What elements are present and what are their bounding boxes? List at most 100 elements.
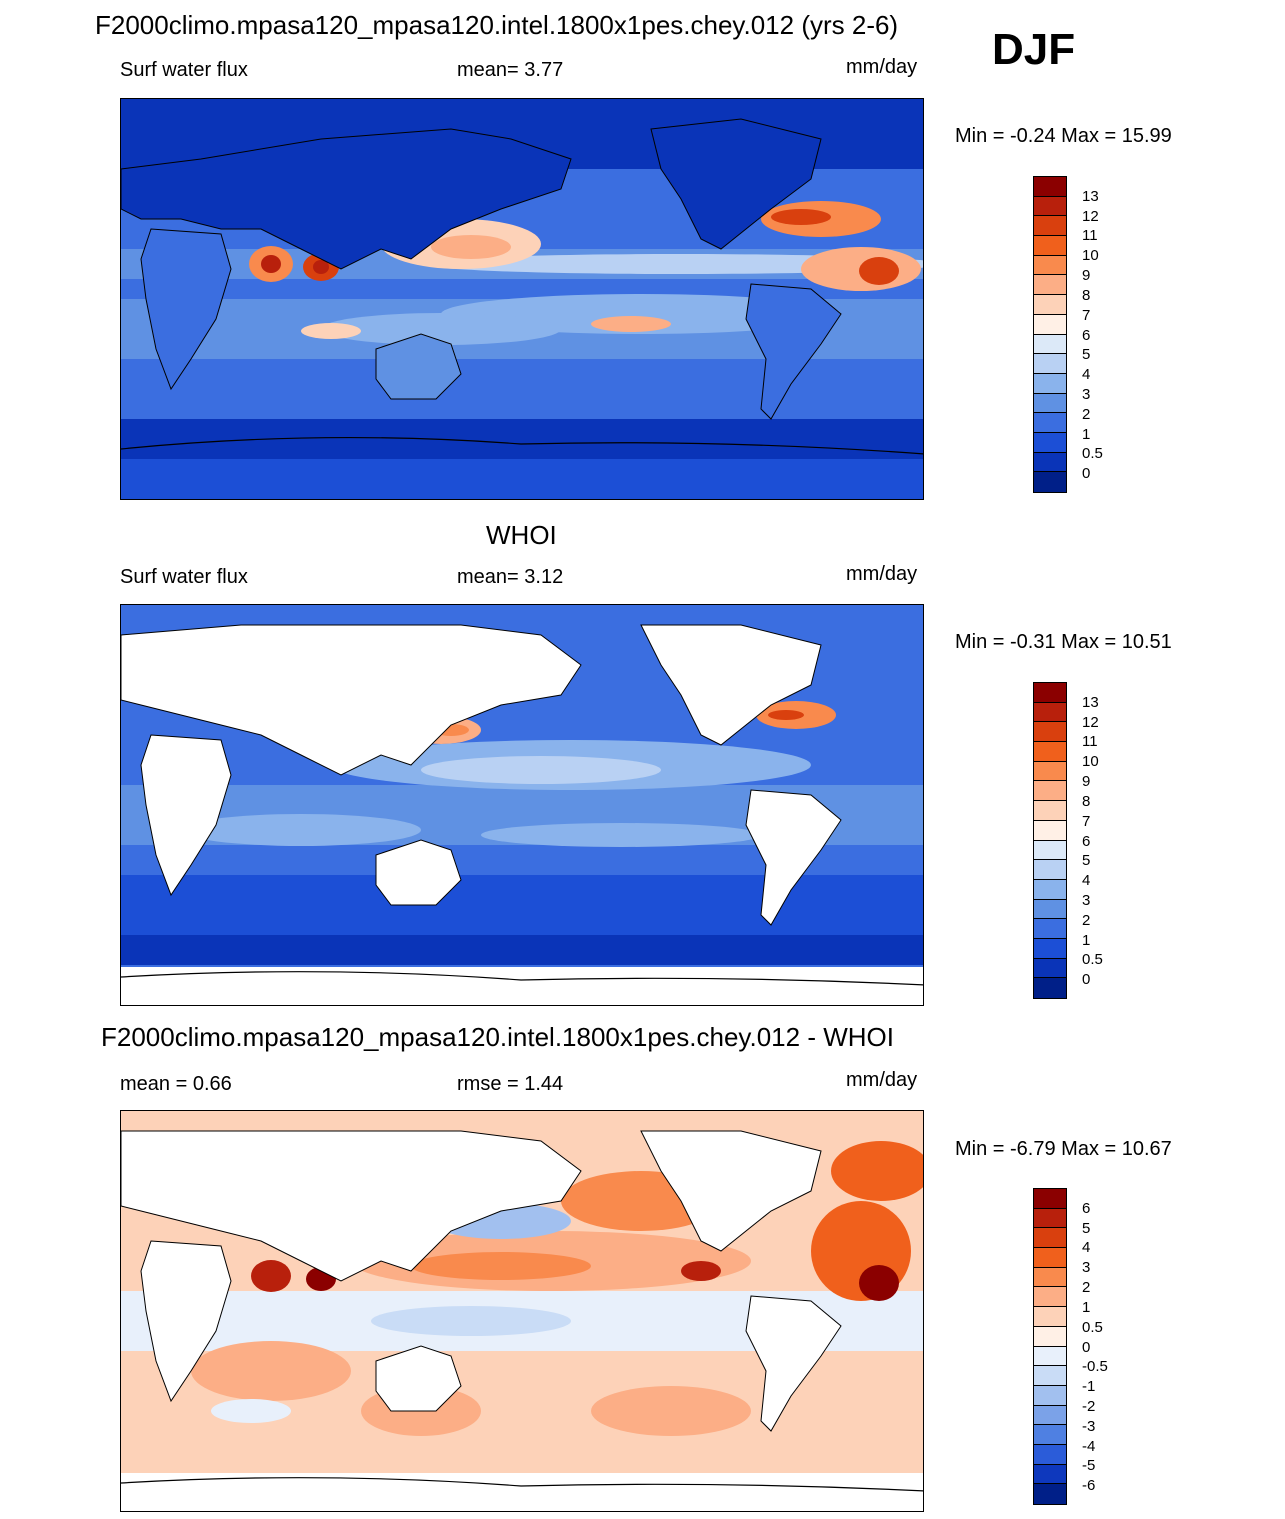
colorbar-swatch — [1034, 1484, 1066, 1504]
panel-mean-label: mean = 0.66 — [120, 1073, 232, 1095]
colorbar-tick-label: 4 — [1082, 872, 1091, 890]
colorbar-tick-label: -3 — [1082, 1417, 1096, 1435]
colorbar-tick-label: 1 — [1082, 931, 1091, 949]
colorbar-swatch — [1034, 1248, 1066, 1268]
colorbar-swatch — [1034, 373, 1066, 394]
panel-mean-label: mean= 3.77 — [457, 59, 564, 81]
colorbar-tick-label: 10 — [1082, 247, 1099, 265]
colorbar-tick-label: 0.5 — [1082, 951, 1103, 969]
colorbar-swatch — [1034, 1444, 1066, 1465]
colorbar-swatch — [1034, 1366, 1066, 1386]
colorbar-swatch — [1034, 1208, 1066, 1229]
colorbar-swatch — [1034, 432, 1066, 453]
colorbar-swatch — [1034, 722, 1066, 743]
colorbar-swatch — [1034, 683, 1066, 703]
colorbar-tick-label: 8 — [1082, 286, 1091, 304]
colorbar-swatch — [1034, 879, 1066, 900]
panel-minmax-label: Min = -0.24 Max = 15.99 — [955, 125, 1172, 147]
colorbar-tick-label: 0 — [1082, 465, 1091, 483]
colorbar-tick-label: 9 — [1082, 267, 1091, 285]
colorbar-swatch — [1034, 742, 1066, 762]
colorbar-swatch — [1034, 413, 1066, 433]
colorbar-swatch — [1034, 1307, 1066, 1327]
colorbar-swatch — [1034, 393, 1066, 414]
colorbar-tick-label: -0.5 — [1082, 1358, 1108, 1376]
colorbar-tick-label: 5 — [1082, 346, 1091, 364]
colorbar-swatch — [1034, 1405, 1066, 1426]
colorbar-tick-label: 1 — [1082, 425, 1091, 443]
colorbar-swatch — [1034, 1189, 1066, 1209]
colorbar-difference — [1033, 1188, 1067, 1505]
colorbar-tick-label: 4 — [1082, 366, 1091, 384]
colorbar-tick-label: 0 — [1082, 971, 1091, 989]
colorbar-tick-label: 5 — [1082, 1219, 1091, 1237]
colorbar-swatch — [1034, 801, 1066, 821]
colorbar-tick-label: 7 — [1082, 306, 1091, 324]
panel-variable-label: Surf water flux — [120, 59, 248, 81]
colorbar-tick-label: 4 — [1082, 1239, 1091, 1257]
panel-units-label: mm/day — [846, 56, 918, 78]
colorbar-tick-label: 6 — [1082, 326, 1091, 344]
panel-units-label: mm/day — [846, 1069, 918, 1091]
colorbar-swatch — [1034, 820, 1066, 841]
map-plot-observations — [120, 604, 924, 1006]
colorbar-swatch — [1034, 1287, 1066, 1308]
colorbar-swatch — [1034, 1385, 1066, 1406]
colorbar-swatch — [1034, 196, 1066, 217]
colorbar-tick-label: -4 — [1082, 1437, 1096, 1455]
colorbar-tick-label: 11 — [1082, 227, 1098, 245]
colorbar-swatch — [1034, 354, 1066, 374]
panel-title: F2000climo.mpasa120_mpasa120.intel.1800x… — [101, 1022, 894, 1052]
colorbar-tick-label: 1 — [1082, 1298, 1091, 1316]
colorbar-tick-label: 13 — [1082, 187, 1099, 205]
colorbar-swatch — [1034, 236, 1066, 256]
colorbar-tick-label: 0.5 — [1082, 445, 1103, 463]
colorbar-swatch — [1034, 978, 1066, 998]
panel-variable-label: Surf water flux — [120, 566, 248, 588]
colorbar-tick-label: 3 — [1082, 385, 1091, 403]
colorbar-tick-label: -6 — [1082, 1477, 1096, 1495]
colorbar-swatch — [1034, 472, 1066, 492]
colorbar-swatch — [1034, 919, 1066, 939]
colorbar-tick-label: 12 — [1082, 713, 1099, 731]
colorbar-tick-label: 7 — [1082, 812, 1091, 830]
colorbar-tick-label: 8 — [1082, 792, 1091, 810]
colorbar-tick-label: 6 — [1082, 832, 1091, 850]
season-label: DJF — [992, 25, 1076, 74]
map-plot-model — [120, 98, 924, 500]
colorbar-tick-label: 9 — [1082, 773, 1091, 791]
colorbar-swatch — [1034, 761, 1066, 782]
colorbar-swatch — [1034, 1464, 1066, 1485]
colorbar-tick-label: -2 — [1082, 1397, 1096, 1415]
colorbar-tick-label: 3 — [1082, 891, 1091, 909]
colorbar-swatch — [1034, 958, 1066, 979]
panel-title: F2000climo.mpasa120_mpasa120.intel.1800x… — [95, 10, 899, 40]
colorbar-swatch — [1034, 295, 1066, 315]
colorbar-swatch — [1034, 314, 1066, 335]
colorbar-tick-label: 2 — [1082, 1279, 1091, 1297]
colorbar-tick-label: 6 — [1082, 1199, 1091, 1217]
colorbar-tick-label: 12 — [1082, 207, 1099, 225]
colorbar-swatch — [1034, 275, 1066, 296]
colorbar-tick-label: 0 — [1082, 1338, 1091, 1356]
colorbar-swatch — [1034, 899, 1066, 920]
colorbar-tick-label: -1 — [1082, 1378, 1096, 1396]
panel-units-label: mm/day — [846, 563, 918, 585]
colorbar-tick-label: 11 — [1082, 733, 1098, 751]
colorbar-swatch — [1034, 216, 1066, 237]
colorbar-swatch — [1034, 177, 1066, 197]
colorbar-model — [1033, 176, 1067, 493]
colorbar-swatch — [1034, 452, 1066, 473]
panel-minmax-label: Min = -0.31 Max = 10.51 — [955, 631, 1172, 653]
panel-rmse-label: rmse = 1.44 — [457, 1073, 564, 1095]
map-plot-difference — [120, 1110, 924, 1512]
colorbar-observations — [1033, 682, 1067, 999]
colorbar-tick-label: 2 — [1082, 405, 1091, 423]
colorbar-tick-label: 5 — [1082, 852, 1091, 870]
panel-title: WHOI — [486, 520, 557, 550]
colorbar-swatch — [1034, 860, 1066, 880]
colorbar-swatch — [1034, 781, 1066, 802]
colorbar-tick-label: 0.5 — [1082, 1318, 1103, 1336]
colorbar-tick-label: 3 — [1082, 1259, 1091, 1277]
colorbar-swatch — [1034, 255, 1066, 276]
